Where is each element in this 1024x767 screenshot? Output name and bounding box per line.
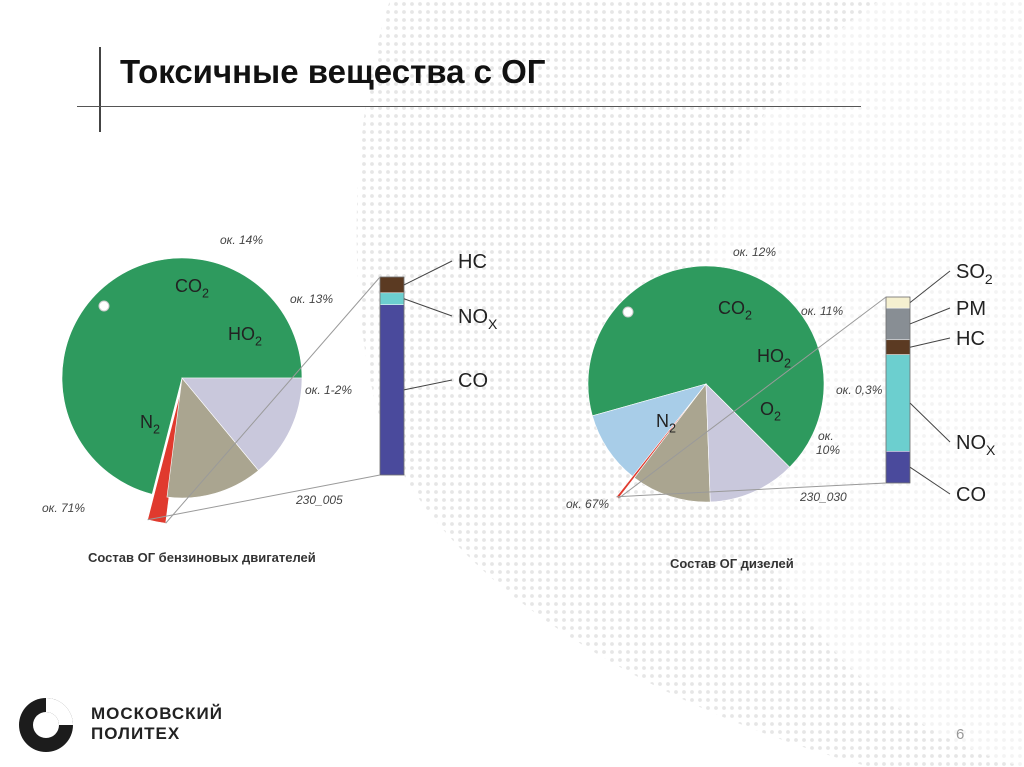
diesel-label-co2: CO2 bbox=[718, 298, 752, 322]
gasoline-legend-hc: HC bbox=[458, 251, 487, 273]
mospolytech-logo-icon bbox=[19, 698, 73, 752]
diesel-pie-marker bbox=[622, 306, 634, 318]
gasoline-caption: Состав ОГ бензиновых двигателей bbox=[88, 550, 316, 565]
gasoline-label-n2: N2 bbox=[140, 412, 160, 436]
gasoline-connector-bottom bbox=[147, 474, 381, 521]
diesel-caption: Состав ОГ дизелей bbox=[670, 556, 794, 571]
gasoline-legend-co: CO bbox=[458, 370, 488, 392]
gasoline-bar-co bbox=[379, 304, 405, 476]
diesel-pct-o2-value: 10% bbox=[816, 443, 840, 457]
logo-line1: МОСКОВСКИЙ bbox=[91, 704, 223, 723]
diesel-pct-co2: ок. 12% bbox=[733, 245, 776, 259]
gasoline-label-h2o: HO2 bbox=[228, 324, 262, 348]
diesel-slice-o2 bbox=[591, 383, 707, 477]
gasoline-pie-marker bbox=[98, 300, 110, 312]
diesel-connector-top bbox=[618, 296, 887, 499]
gasoline-pct-toxic: ок. 1-2% bbox=[305, 383, 352, 397]
diesel-pct-o2: ок. bbox=[818, 429, 834, 443]
gasoline-bar-hc bbox=[379, 276, 405, 294]
diesel-connector-bottom bbox=[616, 482, 887, 498]
logo-line2: ПОЛИТЕХ bbox=[91, 724, 181, 743]
diesel-bar-nox bbox=[885, 354, 911, 452]
gasoline-leader-co bbox=[403, 379, 453, 391]
gasoline-slice-n2 bbox=[61, 257, 303, 495]
gasoline-connector-top bbox=[165, 276, 381, 524]
gasoline-bar-frame bbox=[379, 276, 405, 476]
gasoline-pct-n2: ок. 71% bbox=[42, 501, 85, 515]
diesel-label-h2o: HO2 bbox=[757, 346, 791, 370]
gasoline-slice-h2o bbox=[166, 377, 259, 499]
title-vertical-rule bbox=[99, 47, 101, 132]
title-underline bbox=[77, 106, 861, 107]
diesel-chart bbox=[587, 265, 825, 503]
gasoline-pct-co2: ок. 14% bbox=[220, 233, 263, 247]
diesel-pct-n2: ок. 67% bbox=[566, 497, 609, 511]
logo-text: МОСКОВСКИЙ ПОЛИТЕХ bbox=[91, 704, 223, 744]
page-number: 6 bbox=[956, 726, 965, 743]
diesel-leader-pm bbox=[909, 307, 951, 325]
diesel-legend-co: CO bbox=[956, 484, 986, 506]
diesel-label-n2: N2 bbox=[656, 411, 676, 435]
gasoline-bar-nox bbox=[379, 292, 405, 305]
diesel-slice-n2 bbox=[587, 265, 825, 468]
diesel-leader-nox bbox=[909, 402, 951, 443]
slide-title: Токсичные вещества с ОГ bbox=[120, 53, 546, 90]
diesel-legend-nox: NOX bbox=[956, 432, 996, 458]
gasoline-pct-h2o: ок. 13% bbox=[290, 292, 333, 306]
diesel-bar-co bbox=[885, 451, 911, 484]
gasoline-label-co2: CO2 bbox=[175, 276, 209, 300]
gasoline-chart bbox=[61, 257, 303, 524]
diesel-leader-co bbox=[909, 466, 951, 495]
diesel-bar-hc bbox=[885, 339, 911, 355]
diesel-legend-pm: PM bbox=[956, 298, 986, 320]
diesel-leader-so2 bbox=[909, 270, 951, 303]
diesel-slice-co2 bbox=[705, 383, 791, 503]
gasoline-code: 230_005 bbox=[295, 493, 343, 507]
diesel-pct-h2o: ок. 11% bbox=[801, 304, 843, 318]
gasoline-leader-hc bbox=[403, 260, 453, 286]
diesel-bar-pm bbox=[885, 307, 911, 341]
diesel-leader-hc bbox=[909, 337, 951, 348]
gasoline-legend-nox: NOX bbox=[458, 306, 498, 332]
gasoline-leader-nox bbox=[403, 298, 453, 317]
diesel-legend-so2: SO2 bbox=[956, 261, 993, 287]
diesel-label-o2: O2 bbox=[760, 399, 781, 423]
diesel-bar-so2 bbox=[885, 296, 911, 309]
diesel-code: 230_030 bbox=[799, 490, 847, 504]
diesel-legend-hc: HC bbox=[956, 328, 985, 350]
diesel-bar-frame bbox=[885, 296, 911, 484]
diesel-pct-toxic: ок. 0,3% bbox=[836, 383, 883, 397]
